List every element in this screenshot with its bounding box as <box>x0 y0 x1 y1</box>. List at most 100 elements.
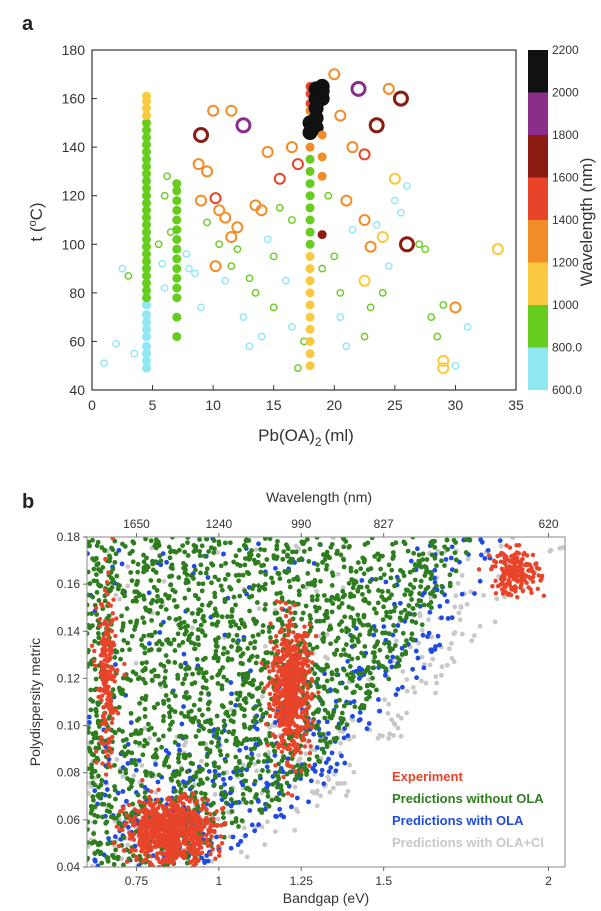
data-point <box>325 656 331 662</box>
data-point <box>181 838 186 843</box>
data-point <box>115 790 121 796</box>
data-point <box>124 820 129 825</box>
data-point <box>357 710 363 715</box>
data-point <box>303 603 309 609</box>
data-point <box>308 744 313 749</box>
data-point <box>347 543 352 549</box>
data-point <box>397 657 402 663</box>
data-point <box>249 751 255 757</box>
y-axis-title-a: t (oC) <box>27 202 46 241</box>
data-point <box>318 578 323 584</box>
data-point <box>256 685 262 691</box>
data-point <box>293 769 298 774</box>
data-point <box>260 712 266 717</box>
top-tick-label-b: 620 <box>539 517 559 531</box>
data-point <box>182 595 188 601</box>
data-point <box>330 785 336 791</box>
data-point <box>94 572 99 577</box>
data-point <box>376 697 381 702</box>
data-point <box>105 855 111 861</box>
data-point <box>179 820 185 825</box>
data-point <box>410 666 416 672</box>
data-point <box>322 737 328 743</box>
data-point <box>410 606 416 611</box>
data-point <box>285 756 291 762</box>
data-point <box>202 633 208 638</box>
data-point <box>190 791 196 797</box>
data-point <box>323 760 329 765</box>
data-point <box>254 768 260 774</box>
chart-b: Wavelength (nm) 0.75 1 1.25 1.5 2 1650 1240 99… <box>27 489 566 906</box>
data-point <box>292 610 298 616</box>
data-point <box>151 824 156 830</box>
data-point <box>304 652 309 657</box>
data-point <box>191 839 196 845</box>
data-point <box>452 604 458 610</box>
data-point <box>255 553 261 558</box>
data-point <box>250 682 256 688</box>
data-point <box>91 831 97 837</box>
data-point <box>224 677 230 683</box>
data-point-open <box>437 362 450 375</box>
data-point-open <box>350 80 367 97</box>
data-point <box>199 790 204 796</box>
data-point-small <box>390 196 399 205</box>
data-point <box>304 772 309 777</box>
data-point <box>93 663 98 669</box>
data-point <box>285 546 291 552</box>
data-point <box>304 669 309 675</box>
data-point <box>318 666 324 672</box>
data-point <box>171 858 176 864</box>
data-point <box>119 561 125 567</box>
data-point <box>249 653 255 659</box>
data-point <box>209 834 214 839</box>
data-point <box>307 622 312 627</box>
data-point <box>108 814 114 820</box>
data-point <box>309 650 314 656</box>
data-point <box>290 549 295 555</box>
data-point-filled <box>142 310 152 320</box>
data-point <box>495 553 500 559</box>
data-point <box>133 595 139 601</box>
data-point <box>161 828 166 833</box>
data-point <box>277 616 283 622</box>
data-point <box>252 645 257 651</box>
data-point <box>146 832 151 837</box>
data-point <box>214 834 220 840</box>
data-point <box>289 711 295 716</box>
data-point <box>204 837 210 842</box>
data-point <box>541 593 547 599</box>
data-point <box>214 809 219 814</box>
data-point <box>514 543 519 548</box>
data-point <box>266 624 272 630</box>
data-point <box>169 562 175 568</box>
data-point <box>275 570 281 576</box>
data-point-small <box>197 303 205 312</box>
data-point-filled <box>172 312 182 322</box>
data-point <box>147 794 152 800</box>
data-point <box>116 812 122 818</box>
data-point <box>472 633 477 639</box>
data-point <box>222 576 228 582</box>
data-point <box>122 744 128 750</box>
data-point-filled <box>172 273 182 283</box>
data-point <box>296 746 301 751</box>
data-point <box>93 745 99 751</box>
data-point <box>176 870 180 874</box>
data-point <box>290 702 295 707</box>
data-point-filled <box>172 293 182 303</box>
data-point <box>387 731 392 737</box>
data-point <box>108 710 114 716</box>
data-point <box>258 740 263 746</box>
data-point <box>477 623 483 629</box>
data-point <box>122 593 127 599</box>
data-point <box>241 678 246 683</box>
data-point <box>163 748 169 753</box>
data-point <box>139 637 144 643</box>
data-point <box>122 753 128 759</box>
data-point <box>139 660 145 666</box>
data-point <box>338 652 344 658</box>
data-point <box>87 539 92 545</box>
data-point <box>205 575 211 580</box>
data-point <box>104 829 110 835</box>
